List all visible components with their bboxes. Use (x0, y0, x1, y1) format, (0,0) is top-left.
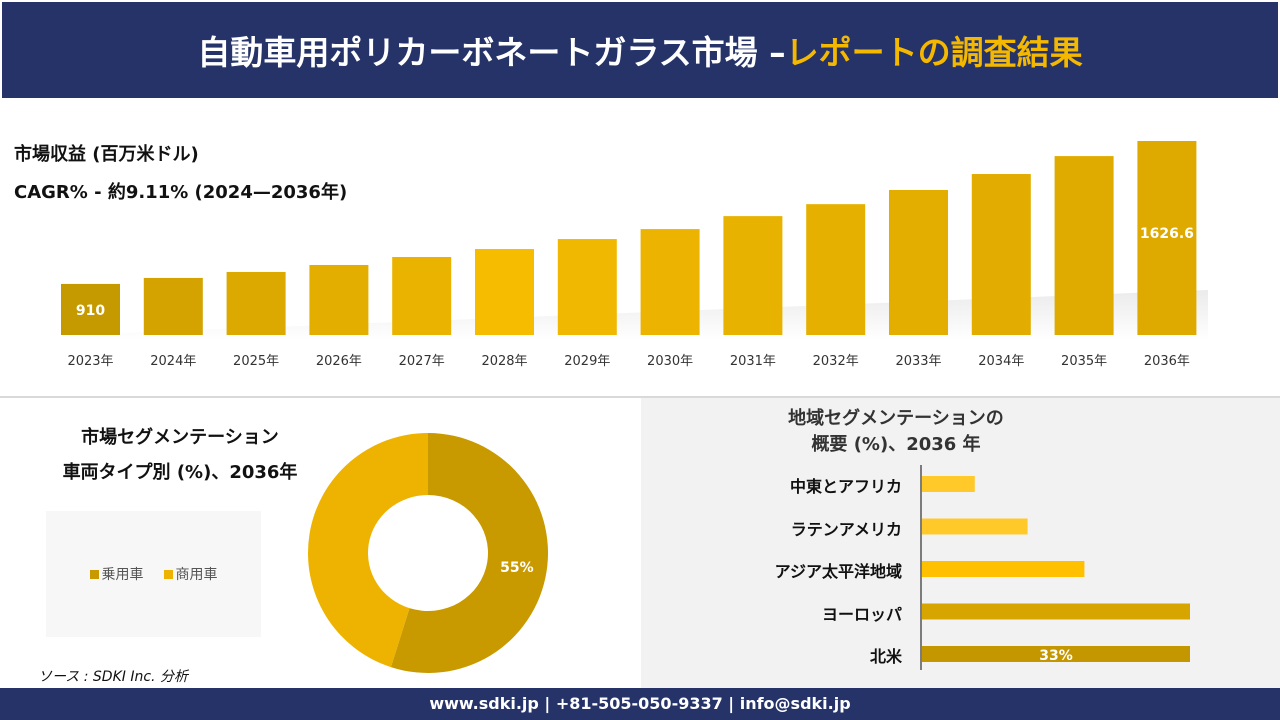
x-tick-label: 2032年 (813, 354, 859, 369)
x-tick-label: 2028年 (481, 354, 527, 369)
donut-slice-乗用車 (390, 433, 548, 673)
donut-slice-商用車 (307, 433, 428, 668)
donut-legend: 乗用車 商用車 (46, 511, 261, 637)
revenue-bar-chart: 2023年 910 2024年 2025年 2026年 2027年 2028年 2029年 20… (61, 141, 1208, 369)
bar-2036年 (1137, 141, 1197, 335)
revenue-title: 市場収益 (百万米ドル) (14, 144, 199, 165)
x-tick-label: 2029年 (564, 354, 610, 369)
vehicle-type-donut: 55% (307, 433, 548, 673)
region-bar-ヨーロッパ (922, 603, 1190, 620)
x-tick-label: 2034年 (978, 354, 1024, 369)
legend-label: 乗用車 (101, 567, 144, 583)
x-tick-label: 2026年 (316, 354, 362, 369)
bar-2028年 (475, 249, 534, 335)
legend-item-passenger: 乗用車 (89, 564, 144, 584)
x-tick-label: 2033年 (895, 354, 941, 369)
segment-title-1: 市場セグメンテーション (81, 427, 279, 448)
segment-title-2: 車両タイプ別 (%)、2036年 (62, 462, 298, 483)
region-label: 中東とアフリカ (789, 477, 902, 496)
region-panel (641, 398, 1280, 688)
bar-2031年 (723, 216, 783, 335)
x-tick-label: 2025年 (233, 354, 279, 369)
legend-swatch (163, 570, 173, 579)
x-tick-label: 2036年 (1144, 354, 1190, 369)
region-bar-chart: 33% (920, 465, 1190, 670)
region-bar-ラテンアメリカ (922, 518, 1028, 535)
data-label: 910 (76, 303, 105, 319)
bar-2023年 (61, 283, 120, 335)
x-tick-label: 2024年 (150, 354, 196, 369)
bar-2033年 (889, 189, 948, 335)
x-tick-label: 2035年 (1061, 354, 1107, 369)
x-tick-label: 2031年 (730, 354, 776, 369)
bar-2030年 (640, 229, 700, 335)
legend-swatch (89, 570, 99, 579)
region-bar-中東とアフリカ (922, 476, 975, 492)
donut-data-label: 55% (500, 560, 534, 576)
region-title-1: 地域セグメンテーションの (788, 408, 1004, 429)
bar-2027年 (392, 257, 452, 335)
data-label: 33% (1039, 648, 1073, 664)
region-label: ヨーロッパ (821, 604, 902, 624)
bar-2035年 (1054, 156, 1114, 335)
bar-2034年 (971, 174, 1031, 335)
x-tick-label: 2023年 (67, 354, 113, 369)
legend-label: 商用車 (175, 567, 218, 583)
legend-item-commercial: 商用車 (163, 564, 218, 584)
region-label: 北米 (869, 647, 902, 666)
section-divider (0, 396, 1280, 398)
x-tick-label: 2027年 (399, 354, 445, 369)
footer-contact: www.sdki.jp | +81-505-050-9337 | info@sd… (0, 688, 1280, 720)
header-banner: 自動車用ポリカーボネートガラス市場 – レポートの調査結果 (0, 0, 1280, 100)
region-bar-アジア太平洋地域 (922, 561, 1085, 577)
region-bar-北米 (922, 646, 1190, 662)
bar-2026年 (309, 264, 369, 335)
region-label: ラテンアメリカ (790, 519, 902, 539)
page-title-highlight: レポートの調査結果 (785, 33, 1083, 72)
bar-2029年 (557, 239, 617, 335)
data-label: 1626.6 (1140, 226, 1194, 242)
bar-2032年 (806, 204, 866, 335)
cagr-text: CAGR% - 約9.11% (2024—2036年) (14, 182, 348, 203)
source-note: ソース : SDKI Inc. 分析 (38, 669, 188, 685)
region-title-2: 概要 (%)、2036 年 (811, 434, 981, 455)
bar-2024年 (143, 277, 203, 335)
x-tick-label: 2030年 (647, 354, 693, 369)
region-label: アジア太平洋地域 (774, 562, 902, 581)
page-title: 自動車用ポリカーボネートガラス市場 – (197, 33, 786, 72)
bar-2025年 (226, 271, 286, 335)
